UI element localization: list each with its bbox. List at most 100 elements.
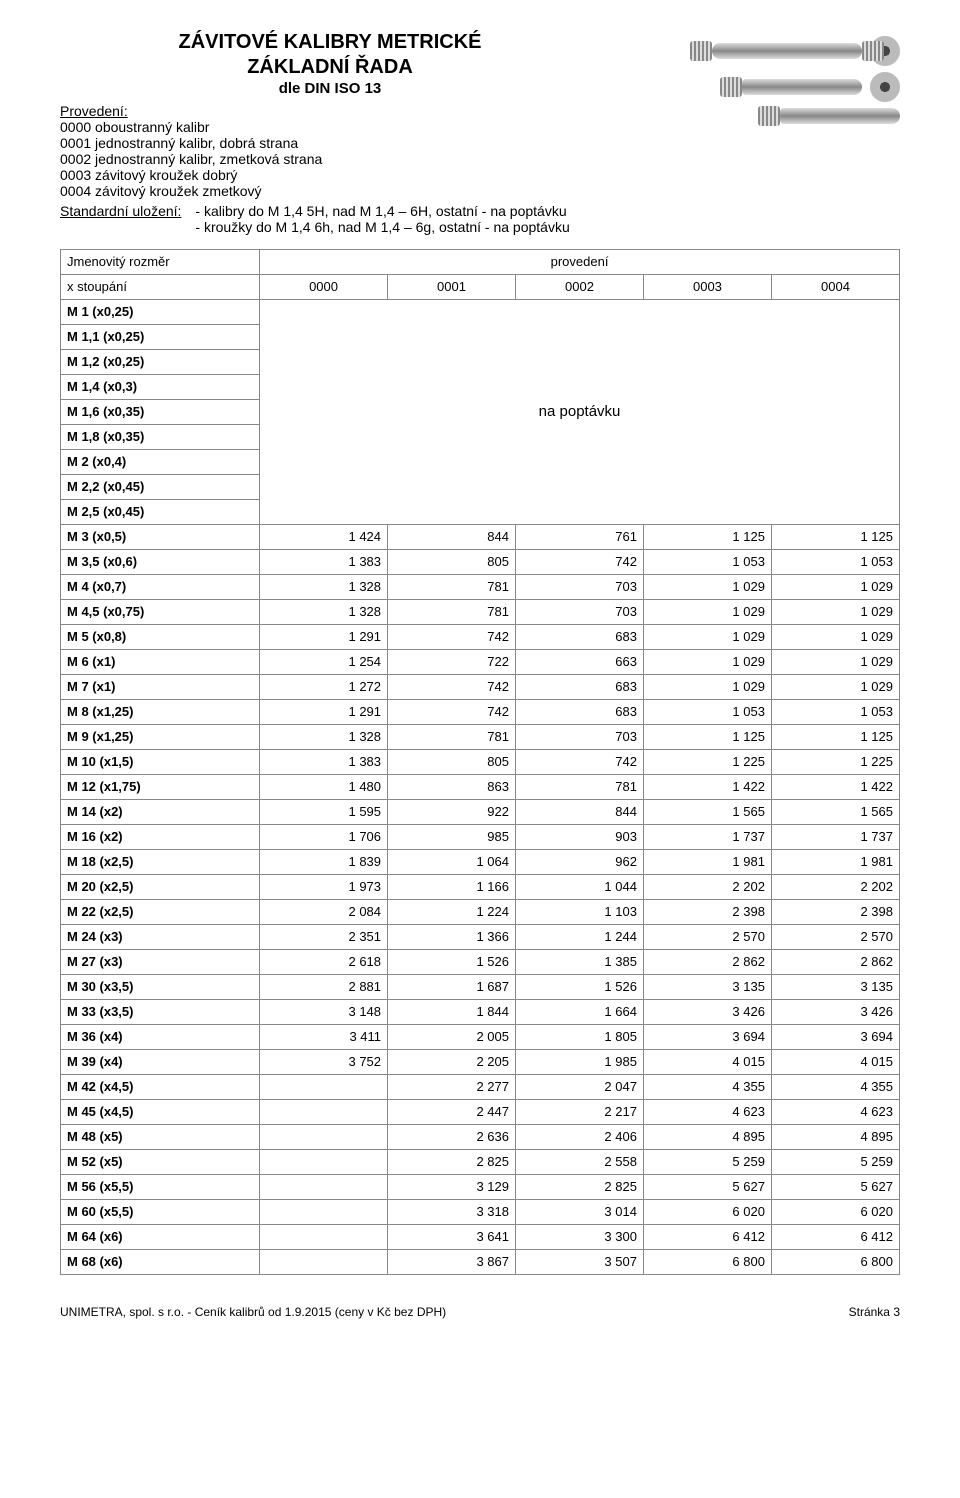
data-cell: 1 366 xyxy=(388,924,516,949)
image-row xyxy=(780,108,900,124)
footer-right: Stránka 3 xyxy=(849,1305,900,1319)
data-cell: 742 xyxy=(388,624,516,649)
data-cell: 742 xyxy=(388,674,516,699)
table-row: M 16 (x2)1 7069859031 7371 737 xyxy=(61,824,900,849)
data-cell: 1 565 xyxy=(771,799,899,824)
data-cell: 1 029 xyxy=(643,649,771,674)
data-cell: 1 029 xyxy=(643,624,771,649)
image-row xyxy=(742,72,900,102)
data-cell: 1 844 xyxy=(388,999,516,1024)
table-header-row: Jmenovitý rozměr provedení xyxy=(61,249,900,274)
row-label: M 18 (x2,5) xyxy=(61,849,260,874)
row-label: M 1,4 (x0,3) xyxy=(61,374,260,399)
row-label: M 45 (x4,5) xyxy=(61,1099,260,1124)
row-label: M 1,8 (x0,35) xyxy=(61,424,260,449)
row-label: M 6 (x1) xyxy=(61,649,260,674)
data-cell: 3 426 xyxy=(771,999,899,1024)
row-label: M 4,5 (x0,75) xyxy=(61,599,260,624)
data-cell: 683 xyxy=(516,674,644,699)
data-cell: 5 627 xyxy=(643,1174,771,1199)
provedeni-item: 0003 závitový kroužek dobrý xyxy=(60,167,600,183)
row-label: M 2 (x0,4) xyxy=(61,449,260,474)
data-cell: 2 570 xyxy=(643,924,771,949)
data-cell: 1 125 xyxy=(771,724,899,749)
data-cell: 4 623 xyxy=(643,1099,771,1124)
data-cell: 663 xyxy=(516,649,644,674)
data-cell: 1 595 xyxy=(260,799,388,824)
row-label: M 52 (x5) xyxy=(61,1149,260,1174)
data-cell: 1 064 xyxy=(388,849,516,874)
standard-label: Standardní uložení: xyxy=(60,203,181,235)
title-line3: dle DIN ISO 13 xyxy=(60,80,600,99)
header-code: 0001 xyxy=(388,274,516,299)
product-images xyxy=(620,30,900,124)
data-cell: 1 166 xyxy=(388,874,516,899)
data-cell: 1 291 xyxy=(260,699,388,724)
data-cell: 4 895 xyxy=(771,1124,899,1149)
table-row: M 20 (x2,5)1 9731 1661 0442 2022 202 xyxy=(61,874,900,899)
data-cell: 4 623 xyxy=(771,1099,899,1124)
data-cell: 1 981 xyxy=(771,849,899,874)
data-cell: 1 029 xyxy=(771,574,899,599)
data-cell xyxy=(260,1249,388,1274)
data-cell: 703 xyxy=(516,599,644,624)
data-cell: 3 641 xyxy=(388,1224,516,1249)
data-cell: 1 737 xyxy=(771,824,899,849)
data-cell: 2 217 xyxy=(516,1099,644,1124)
provedeni-item: 0001 jednostranný kalibr, dobrá strana xyxy=(60,135,600,151)
data-cell: 1 385 xyxy=(516,949,644,974)
table-row: M 36 (x4)3 4112 0051 8053 6943 694 xyxy=(61,1024,900,1049)
data-cell: 2 618 xyxy=(260,949,388,974)
data-table: Jmenovitý rozměr provedení x stoupání 00… xyxy=(60,249,900,1275)
data-cell xyxy=(260,1074,388,1099)
row-label: M 14 (x2) xyxy=(61,799,260,824)
table-row: M 3,5 (x0,6)1 3838057421 0531 053 xyxy=(61,549,900,574)
row-label: M 1 (x0,25) xyxy=(61,299,260,324)
data-cell: 903 xyxy=(516,824,644,849)
table-row: M 6 (x1)1 2547226631 0291 029 xyxy=(61,649,900,674)
data-cell: 1 225 xyxy=(643,749,771,774)
data-cell: 2 202 xyxy=(771,874,899,899)
table-row: M 10 (x1,5)1 3838057421 2251 225 xyxy=(61,749,900,774)
data-cell: 1 053 xyxy=(771,549,899,574)
table-row: M 27 (x3)2 6181 5261 3852 8622 862 xyxy=(61,949,900,974)
table-row: M 30 (x3,5)2 8811 6871 5263 1353 135 xyxy=(61,974,900,999)
data-cell: 1 029 xyxy=(643,574,771,599)
data-cell: 2 005 xyxy=(388,1024,516,1049)
row-label: M 3,5 (x0,6) xyxy=(61,549,260,574)
data-cell: 2 202 xyxy=(643,874,771,899)
data-cell xyxy=(260,1199,388,1224)
data-cell: 1 044 xyxy=(516,874,644,899)
data-cell: 3 129 xyxy=(388,1174,516,1199)
data-cell: 1 254 xyxy=(260,649,388,674)
data-cell: 1 244 xyxy=(516,924,644,949)
data-cell: 1 029 xyxy=(771,674,899,699)
data-cell: 3 014 xyxy=(516,1199,644,1224)
data-cell: 3 694 xyxy=(771,1024,899,1049)
header-stoupani: x stoupání xyxy=(61,274,260,299)
data-cell: 3 318 xyxy=(388,1199,516,1224)
data-cell: 1 422 xyxy=(643,774,771,799)
data-cell: 3 300 xyxy=(516,1224,644,1249)
table-row: M 24 (x3)2 3511 3661 2442 5702 570 xyxy=(61,924,900,949)
data-cell: 2 558 xyxy=(516,1149,644,1174)
data-cell: 1 526 xyxy=(388,949,516,974)
data-cell: 6 020 xyxy=(771,1199,899,1224)
data-cell: 3 507 xyxy=(516,1249,644,1274)
header-provedeni: provedení xyxy=(260,249,900,274)
data-cell: 1 125 xyxy=(643,724,771,749)
provedeni-list: 0000 oboustranný kalibr0001 jednostranný… xyxy=(60,119,600,199)
data-cell: 4 015 xyxy=(771,1049,899,1074)
table-row: M 1 (x0,25)na poptávku xyxy=(61,299,900,324)
data-cell: 1 526 xyxy=(516,974,644,999)
table-row: M 4 (x0,7)1 3287817031 0291 029 xyxy=(61,574,900,599)
table-row: M 68 (x6)3 8673 5076 8006 800 xyxy=(61,1249,900,1274)
header-area: ZÁVITOVÉ KALIBRY METRICKÉ ZÁKLADNÍ ŘADA … xyxy=(60,30,900,235)
data-cell: 3 752 xyxy=(260,1049,388,1074)
row-label: M 10 (x1,5) xyxy=(61,749,260,774)
table-row: M 64 (x6)3 6413 3006 4126 412 xyxy=(61,1224,900,1249)
data-cell: 863 xyxy=(388,774,516,799)
data-cell: 703 xyxy=(516,724,644,749)
table-row: M 4,5 (x0,75)1 3287817031 0291 029 xyxy=(61,599,900,624)
table-row: M 48 (x5)2 6362 4064 8954 895 xyxy=(61,1124,900,1149)
